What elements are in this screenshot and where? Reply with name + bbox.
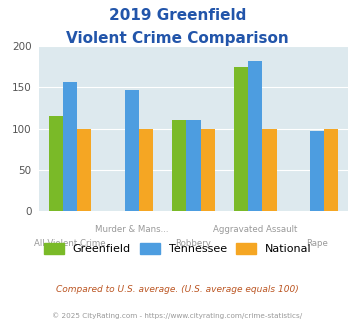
Bar [49,116,63,211]
Bar [310,131,324,211]
Text: Compared to U.S. average. (U.S. average equals 100): Compared to U.S. average. (U.S. average … [56,285,299,294]
Bar [63,82,77,211]
Bar [77,129,91,211]
Bar [234,67,248,211]
Bar [172,120,186,211]
Bar [248,61,262,211]
Bar [186,120,201,211]
Text: 2019 Greenfield: 2019 Greenfield [109,8,246,23]
Text: © 2025 CityRating.com - https://www.cityrating.com/crime-statistics/: © 2025 CityRating.com - https://www.city… [53,312,302,318]
Bar [139,129,153,211]
Bar [201,129,215,211]
Text: Murder & Mans...: Murder & Mans... [95,225,169,234]
Text: All Violent Crime: All Violent Crime [34,239,106,248]
Text: Rape: Rape [306,239,328,248]
Text: Aggravated Assault: Aggravated Assault [213,225,297,234]
Legend: Greenfield, Tennessee, National: Greenfield, Tennessee, National [39,238,316,258]
Text: Violent Crime Comparison: Violent Crime Comparison [66,31,289,46]
Text: Robbery: Robbery [175,239,212,248]
Bar [324,129,338,211]
Bar [262,129,277,211]
Bar [125,90,139,211]
